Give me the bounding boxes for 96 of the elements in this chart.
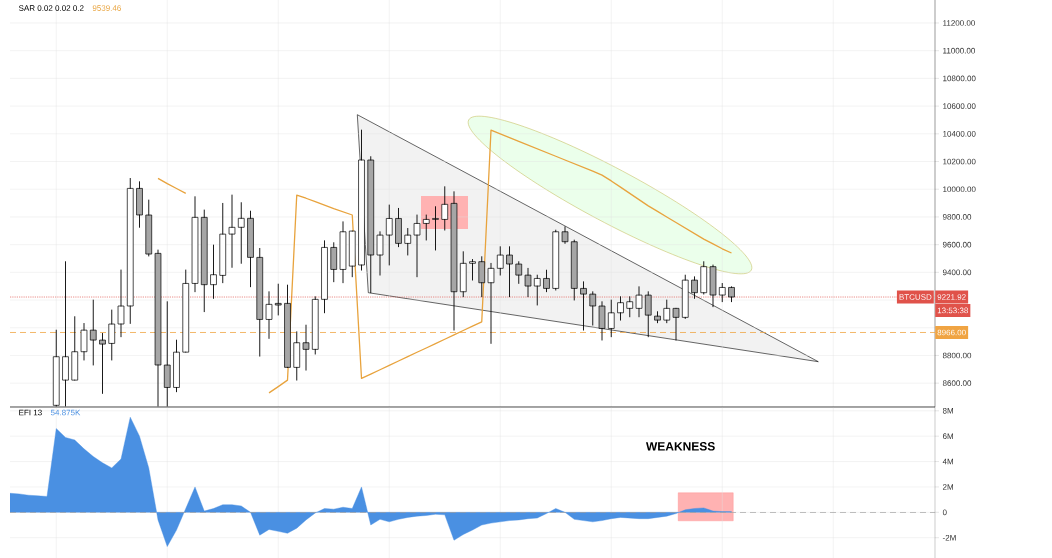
y-tick-label: 11200.00 [943, 20, 975, 26]
candlestick [728, 287, 735, 303]
candlestick [589, 291, 597, 326]
candlestick [654, 311, 661, 324]
y-tick-label: 6M [942, 433, 953, 440]
candlestick [284, 284, 291, 368]
candlestick [99, 332, 106, 394]
candlestick [469, 259, 476, 281]
candlestick [496, 246, 504, 276]
candlestick [126, 177, 134, 324]
text: 13:53:38 [937, 307, 968, 314]
candlestick [672, 308, 680, 341]
y-tick-label: 2M [942, 484, 953, 490]
y-tick-label: 0 [942, 509, 947, 516]
y-tick-label: 10600.00 [943, 103, 976, 109]
y-tick-label: 10800.00 [943, 75, 976, 82]
candlestick [173, 339, 180, 393]
ref-line-label: 9221.92 [937, 294, 966, 300]
candlestick [395, 207, 402, 248]
candlestick [561, 226, 569, 244]
annotation: 9539.46 [92, 5, 121, 11]
y-tick-label: 9800.00 [942, 214, 972, 220]
candlestick [321, 240, 328, 314]
y-tick-label: 11000.00 [943, 47, 975, 54]
candlestick [478, 256, 486, 298]
candlestick [709, 264, 717, 308]
candlestick [506, 246, 513, 298]
annotation: SAR 0.02 0.02 0.2 [18, 5, 84, 11]
annotation: EFI 13 [19, 409, 42, 416]
candlestick [311, 296, 319, 355]
candlestick [700, 261, 708, 294]
candlestick [348, 230, 356, 278]
candlestick [256, 247, 264, 357]
candlestick [524, 267, 532, 298]
candlestick [265, 291, 273, 339]
candlestick [570, 239, 578, 301]
candlestick [182, 269, 190, 353]
candlestick [450, 191, 458, 331]
y-tick-label: 8M [942, 407, 953, 414]
candlestick [302, 324, 310, 371]
y-tick-label: 4M [942, 458, 953, 465]
candlestick [459, 251, 467, 298]
candlestick [210, 244, 217, 299]
candlestick [607, 299, 615, 338]
candlestick [136, 181, 143, 228]
candlestick [108, 309, 116, 361]
candlestick [663, 299, 671, 324]
candlestick [367, 156, 375, 294]
candlestick [626, 296, 634, 318]
y-tick-label: 10200.00 [943, 158, 976, 165]
candlestick [247, 210, 254, 288]
y-tick-label: -2M [942, 534, 956, 541]
candlestick [274, 283, 282, 316]
candlestick [200, 209, 208, 313]
candlestick [117, 269, 125, 338]
candlestick [413, 214, 421, 278]
annotation: BTCUSD [899, 294, 932, 300]
annotation: WEAKNESS [645, 442, 715, 451]
candlestick [339, 221, 347, 284]
y-tick-label: 10000.00 [943, 186, 976, 193]
candlestick [617, 296, 624, 321]
candlestick [598, 301, 606, 341]
candlestick [580, 281, 587, 331]
candlestick [71, 316, 79, 381]
candlestick [718, 282, 726, 303]
candlestick [219, 202, 227, 284]
candlestick [385, 204, 393, 266]
candlestick [441, 186, 449, 231]
candlestick [293, 331, 301, 381]
candlestick [432, 206, 439, 251]
y-tick-label: 8800.00 [942, 352, 972, 359]
candlestick [552, 229, 560, 291]
y-tick-label: 10400.00 [943, 130, 976, 137]
candlestick [635, 286, 643, 318]
candlestick [89, 299, 97, 366]
candlestick [543, 269, 550, 293]
y-tick-label: 9400.00 [942, 269, 972, 276]
candlestick [191, 196, 199, 293]
candlestick [515, 261, 523, 284]
candlestick [533, 274, 541, 306]
candlestick [691, 276, 698, 299]
y-tick-label: 8600.00 [942, 380, 972, 386]
ref-line-label: 8966.00 [937, 329, 966, 336]
candlestick [80, 323, 88, 361]
candlestick [376, 231, 384, 276]
candlestick [644, 291, 652, 338]
annotation: 54.875K [50, 409, 81, 416]
candlestick [228, 194, 236, 268]
y-tick-label: 9600.00 [942, 241, 972, 248]
candlestick [145, 199, 153, 257]
candlestick [681, 274, 689, 318]
candlestick [487, 262, 495, 344]
candlestick [422, 214, 430, 241]
candlestick [404, 227, 412, 256]
candlestick [330, 242, 338, 283]
candlestick [237, 202, 245, 264]
